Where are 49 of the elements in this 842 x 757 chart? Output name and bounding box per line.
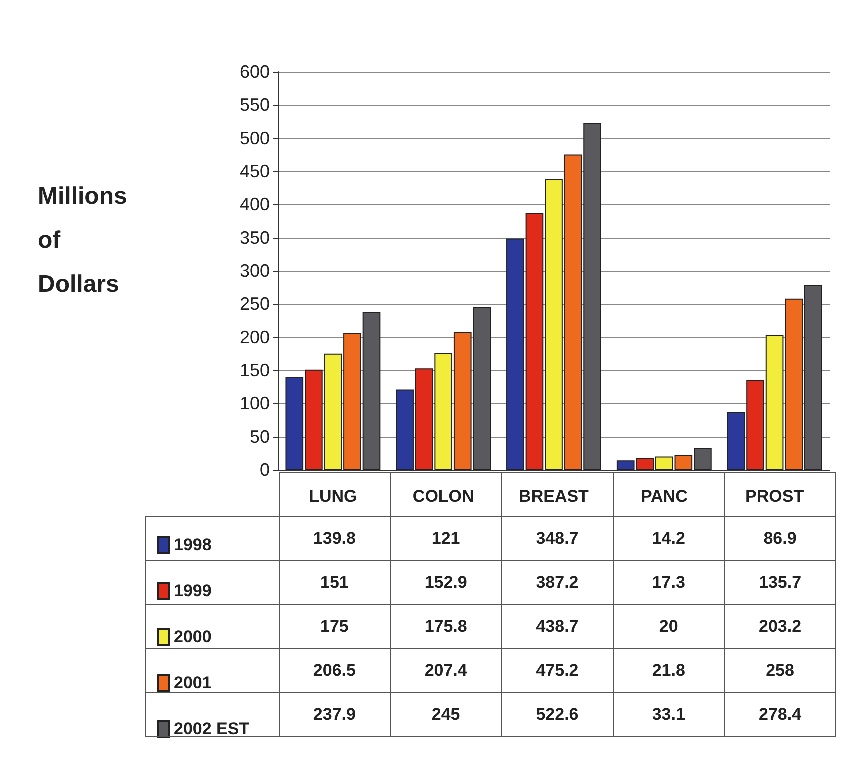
- legend-label: 1998: [174, 536, 212, 554]
- data-label: 17.3: [613, 560, 725, 604]
- x-tick-label: PANC: [640, 487, 688, 506]
- data-label: 348.7: [502, 516, 614, 560]
- y-tick-label: 350: [240, 228, 270, 248]
- x-tick-label: BREAST: [519, 487, 590, 506]
- y-tick-label: 500: [240, 128, 270, 148]
- y-tick-label: 250: [240, 294, 270, 314]
- data-label: 86.9: [724, 516, 836, 560]
- data-label: 258: [724, 648, 836, 692]
- data-label: 237.9: [279, 692, 390, 736]
- y-tick-label: 600: [240, 62, 270, 82]
- data-label: 245: [390, 692, 502, 736]
- y-tick-label: 150: [240, 360, 270, 380]
- x-tick-label: COLON: [412, 487, 474, 506]
- data-label: 387.2: [502, 560, 614, 604]
- data-label: 21.8: [613, 648, 725, 692]
- data-label: 121: [390, 516, 502, 560]
- y-tick-label: 450: [240, 162, 270, 182]
- y-axis-title: Millions of Dollars: [38, 182, 128, 300]
- data-label: 206.5: [279, 648, 390, 692]
- data-label: 152.9: [390, 560, 502, 604]
- data-label: 278.4: [724, 692, 836, 736]
- y-tick-label: 200: [240, 327, 270, 348]
- data-label: 438.7: [502, 604, 614, 648]
- y-tick-label: 400: [240, 194, 270, 215]
- legend-label: 2000: [174, 628, 212, 646]
- y-tick-label: 50: [250, 426, 270, 447]
- x-tick-label: LUNG: [309, 487, 358, 506]
- y-tick-label: 0: [260, 460, 270, 480]
- data-label: 151: [279, 560, 390, 604]
- data-label: 14.2: [613, 516, 725, 560]
- data-label: 139.8: [279, 516, 390, 560]
- data-label: 175.8: [390, 604, 502, 648]
- data-label: 207.4: [390, 648, 502, 692]
- data-label: 203.2: [724, 604, 836, 648]
- data-label: 475.2: [502, 648, 614, 692]
- data-label: 175: [279, 604, 390, 648]
- data-label: 20: [613, 604, 725, 648]
- legend-label: 2002 EST: [174, 720, 250, 738]
- y-tick-label: 300: [240, 261, 270, 281]
- y-tick-label: 100: [240, 394, 270, 414]
- legend-label: 1999: [174, 582, 212, 600]
- data-label: 33.1: [613, 692, 725, 736]
- legend-label: 2001: [174, 674, 212, 692]
- data-label: 522.6: [502, 692, 614, 736]
- x-tick-label: PROST: [746, 487, 805, 506]
- y-tick-label: 550: [240, 95, 270, 116]
- data-label: 135.7: [724, 560, 836, 604]
